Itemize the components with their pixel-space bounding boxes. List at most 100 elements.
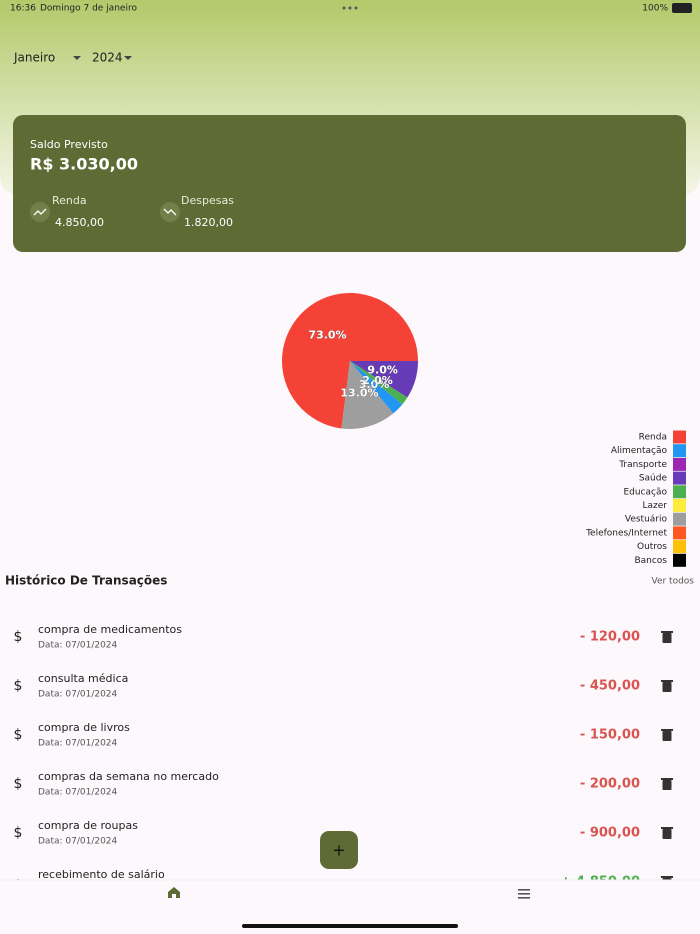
dropdown-arrow [124,56,132,60]
trash-body [662,633,672,643]
legend-label: Alimentação [611,446,668,456]
delete-button[interactable] [661,778,673,790]
legend-label: Bancos [634,556,667,566]
delete-button[interactable] [661,729,673,741]
pie-slice [350,361,418,398]
transaction-amount: - 450,00 [580,679,640,694]
legend-swatch [673,485,686,499]
legend-swatch [673,499,686,512]
see-all-link[interactable]: Ver todos [652,577,695,587]
legend: Renda Alimentação Transporte Saúde Educação L… [585,430,686,567]
add-button-label: + [332,841,345,860]
pie-slice [350,361,403,414]
transaction-icon: $ [14,629,23,645]
expense-label: Despesas [181,194,234,207]
delete-button[interactable] [661,631,673,643]
legend-label: Telefones/Internet [585,528,667,538]
status-date: Domingo 7 de janeiro [40,4,137,14]
delete-button[interactable] [661,680,673,692]
list-tab[interactable] [518,889,530,899]
transaction-amount: - 900,00 [580,826,640,841]
income-label: Renda [52,194,87,207]
transaction-date: Data: 07/01/2024 [38,739,118,749]
pie-chart: 73.0% 13.0%3.0%2.0%9.0% [282,293,418,429]
legend-swatch [673,430,686,444]
slice-label: 73.0% [308,328,346,341]
dropdown-arrow [73,56,81,60]
transaction-name: consulta médica [38,672,128,685]
transaction-date: Data: 07/01/2024 [38,690,118,700]
expense-icon [160,202,180,222]
trash-lid [661,876,673,878]
slice-label: 13.0% [340,387,378,400]
transaction-date: Data: 07/01/2024 [38,641,118,651]
legend-label: Renda [639,433,667,443]
status-dots [342,6,358,10]
home-tab[interactable] [168,887,180,898]
legend-swatch [673,553,686,567]
transaction-name: recebimento de salário [38,868,165,881]
transaction-row: $ compras da semana no mercado Data: 07/01… [14,770,673,798]
income-icon [30,202,50,222]
home-indicator [242,924,458,928]
legend-label: Educação [623,487,667,497]
trash-body [662,829,672,839]
transaction-name: compras da semana no mercado [38,770,219,783]
transaction-amount: - 200,00 [580,777,640,792]
pie-slice [282,293,418,429]
status-battery-text: 100% [642,4,668,14]
legend-swatch [673,457,686,471]
legend-label: Saúde [639,474,668,484]
add-button[interactable]: + [320,831,358,869]
transaction-row: $ compra de medicamentos Data: 07/01/2024 -… [14,623,673,651]
summary-balance: R$ 3.030,00 [30,155,138,174]
pie-slice [350,361,408,405]
transaction-row: $ compra de roupas Data: 07/01/2024 - 900,0… [14,819,673,847]
transaction-icon: $ [14,776,23,792]
legend-label: Lazer [643,501,668,511]
transaction-name: compra de roupas [38,819,138,832]
legend-swatch [673,512,686,526]
transaction-list: $ compra de medicamentos Data: 07/01/2024 -… [13,623,673,896]
history-title: Histórico De Transações [5,574,167,588]
year-dropdown[interactable]: 2024 [92,51,132,65]
trash-body [662,731,672,741]
legend-swatch [673,444,686,458]
legend-label: Transporte [618,460,667,470]
transaction-name: compra de livros [38,721,130,734]
trash-lid [661,778,673,780]
transaction-icon: $ [14,727,23,743]
legend-label: Vestuário [625,515,668,525]
month-dropdown[interactable]: Janeiro [13,51,81,65]
transaction-amount: - 150,00 [580,728,640,743]
delete-button[interactable] [661,827,673,839]
legend-swatch [673,526,686,540]
status-time: 16:36 [10,4,36,14]
transaction-date: Data: 07/01/2024 [38,788,118,798]
year-value: 2024 [92,51,123,65]
summary-card [13,115,686,252]
slice-label: 2.0% [362,374,393,387]
transaction-icon: $ [14,678,23,694]
trash-lid [661,827,673,829]
trash-lid [661,729,673,731]
transaction-date: Data: 07/01/2024 [38,837,118,847]
transaction-icon: $ [14,825,23,841]
legend-swatch [673,471,686,485]
trash-body [662,780,672,790]
expense-icon-arrow [163,208,177,216]
summary-title: Saldo Previsto [30,138,108,151]
trash-body [662,682,672,692]
legend-label: Outros [637,542,667,552]
trash-lid [661,680,673,682]
month-value: Janeiro [13,51,55,65]
income-icon-arrow [33,208,47,216]
transaction-amount: - 120,00 [580,630,640,645]
slice-label: 9.0% [367,363,398,376]
expense-value: 1.820,00 [184,216,233,229]
battery-icon [672,3,692,13]
trash-lid [661,631,673,633]
slice-label: 3.0% [359,378,390,391]
